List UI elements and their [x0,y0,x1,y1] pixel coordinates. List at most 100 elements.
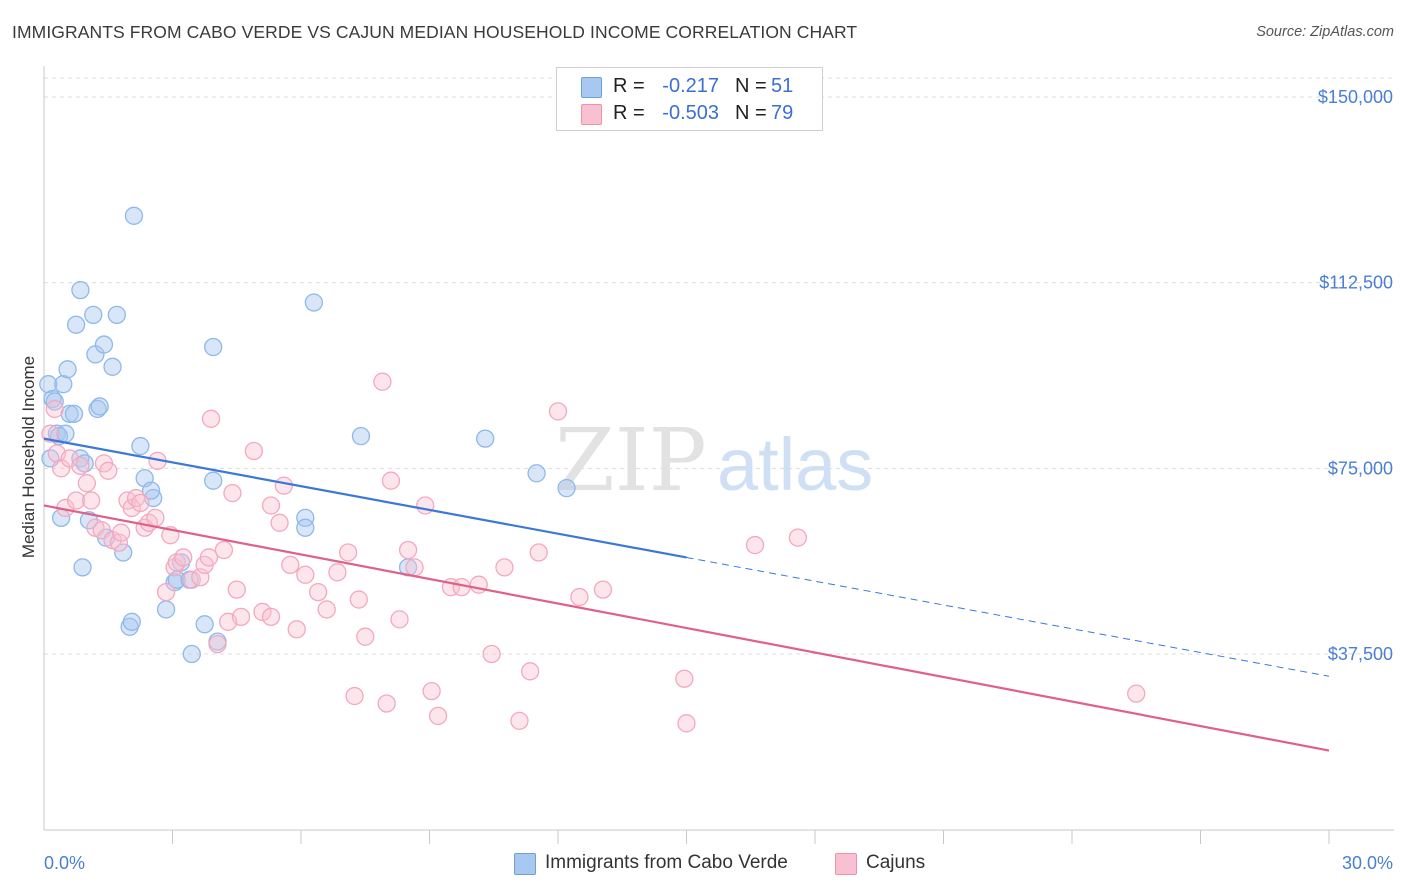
point-cajun [422,681,441,701]
point-cajun [373,372,392,391]
legend-r-value: -0.503 [662,102,719,124]
point-cajun [287,620,306,639]
point-cajun [174,548,193,567]
trend-line-cajun [43,504,1330,752]
point-cajun [529,543,548,562]
point-cajun [231,607,251,627]
point-cajun [66,491,86,510]
point-cajun [199,548,219,567]
correlation-legend: R = -0.217 N = 51 R = -0.503 N = 79 [556,67,823,131]
point-cabo-verde [45,392,64,411]
point-cabo-verde [351,427,371,446]
bottom-legend-label: Immigrants from Cabo Verde [545,852,788,873]
point-cajun [71,456,90,476]
point-cabo-verde [39,375,58,394]
point-cabo-verde [66,315,86,334]
point-cabo-verde [90,397,109,416]
y-tick-label: $37,500 [1328,644,1393,664]
point-cabo-verde [88,399,107,419]
legend-r-label: R = [613,102,645,124]
point-cajun [390,610,409,629]
legend-r-value: -0.217 [662,75,719,97]
x-tick-label-max: 30.0% [1342,853,1393,873]
point-cajun [214,540,234,560]
point-cajun [77,474,96,493]
point-cajun [208,634,227,654]
gridlines [44,77,1394,655]
point-cabo-verde [73,558,92,577]
watermark-atlas: atlas [717,423,873,506]
point-cajun [405,558,424,577]
trend-line-cabo-verde-extrapolated [686,556,1330,677]
point-cajun [745,535,765,555]
point-cabo-verde [557,478,576,498]
point-cajun [1127,684,1146,703]
point-cajun [296,565,315,584]
point-cajun [60,449,79,468]
watermark-zip: ZIP [555,411,707,511]
point-cabo-verde [94,335,114,354]
point-cajun [398,540,418,560]
point-cajun [227,580,246,599]
point-cajun [111,523,131,542]
y-tick-labels: $37,500 $75,000 $112,500 $150,000 [1318,87,1393,664]
point-cajun [428,706,448,726]
point-cajun [244,441,264,461]
point-cajun [495,558,514,577]
point-cajun [593,580,613,599]
watermark: ZIP atlas [555,411,873,511]
axes [43,66,1394,844]
x-tick-label-min: 0.0% [44,853,85,873]
point-cajun [223,483,242,503]
point-cabo-verde [204,471,223,490]
point-cajun [328,563,347,582]
y-tick-label: $112,500 [1319,273,1393,293]
point-cajun [81,491,101,510]
point-cajun [156,582,176,602]
point-cabo-verde [527,464,546,483]
point-cabo-verde [79,511,99,530]
point-cabo-verde [64,404,84,424]
trend-lines [43,437,1330,752]
point-cajun [146,508,165,527]
point-cabo-verde [71,280,90,300]
legend-n-value: 79 [771,102,794,124]
point-cabo-verde [476,429,495,448]
point-cabo-verde [156,600,176,619]
point-cabo-verde [114,543,133,562]
point-cajun [570,587,589,607]
bottom-legend-swatch [514,853,536,875]
y-tick-label: $150,000 [1318,87,1393,107]
point-cajun [45,399,64,419]
point-cabo-verde [124,206,144,225]
point-cajun [253,602,272,622]
point-cabo-verde [204,337,223,357]
point-cajun [338,543,358,562]
point-cajun [201,409,221,428]
trend-line-cabo-verde [43,437,687,559]
point-cajun [274,476,294,495]
source-credit: Source: ZipAtlas.com [1256,24,1394,40]
point-cajun [261,496,281,515]
point-cajun [548,402,568,421]
point-cajun [281,555,300,575]
point-cabo-verde [304,293,324,312]
point-cajun [675,669,694,688]
point-cabo-verde [84,305,103,324]
point-cajun [377,694,396,713]
y-axis-label: Median Household Income [19,356,38,558]
point-cajun [510,711,529,730]
point-cajun [99,461,118,480]
legend-r-label: R = [613,75,645,97]
point-cabo-verde [296,518,315,537]
legend-row-cajuns: R = -0.503 N = 79 [557,100,822,128]
point-cajun [482,644,501,664]
x-tick-labels: 0.0% 30.0% [44,853,1393,873]
point-cabo-verde [58,360,77,379]
chart-title: IMMIGRANTS FROM CABO VERDE VS CAJUN MEDI… [12,22,858,42]
point-cabo-verde [141,481,161,500]
point-cajun [261,607,281,627]
point-cajun [308,582,328,602]
point-cabo-verde [131,436,150,456]
